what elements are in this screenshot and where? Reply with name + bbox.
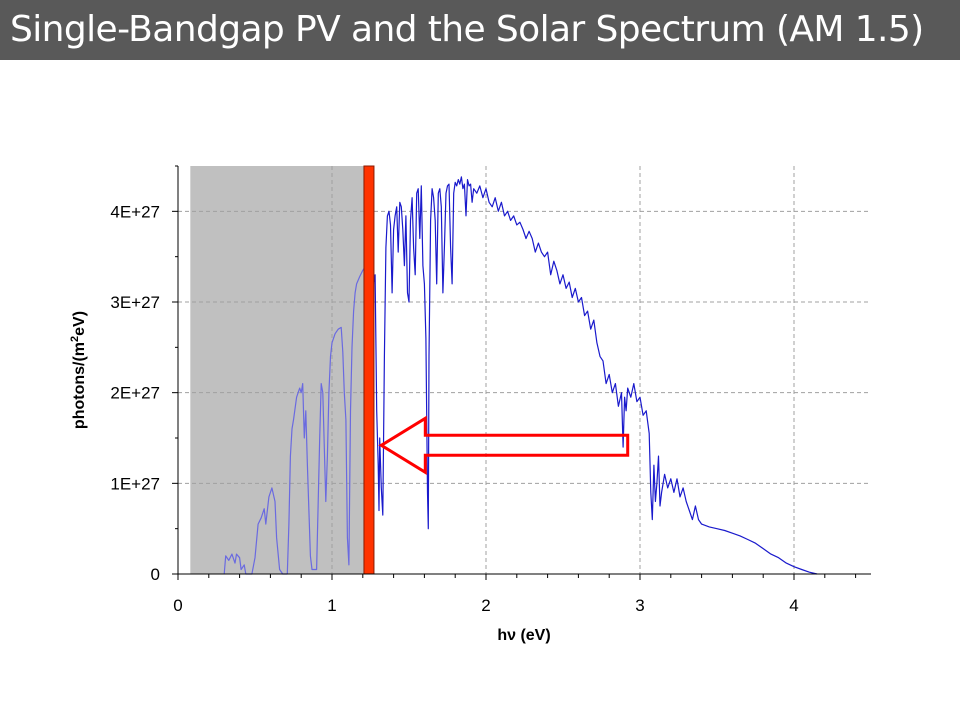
- spectrum-series-line: [223, 263, 370, 575]
- absorbed-region-shade: [190, 166, 369, 574]
- y-tick-label: 2E+27: [110, 384, 160, 403]
- x-tick-label: 2: [481, 596, 490, 615]
- shift-arrow: [378, 415, 630, 475]
- y-axis-title-sup: 2: [69, 336, 81, 342]
- y-tick-labels: 0 1E+27 2E+27 3E+27 4E+27: [110, 202, 160, 584]
- y-axis-title: photons/(m2eV): [69, 311, 88, 429]
- x-tick-label: 0: [173, 596, 182, 615]
- axes: [172, 165, 871, 580]
- bandgap-marker: [363, 165, 375, 575]
- y-tick-label: 1E+27: [110, 474, 160, 493]
- x-tick-label: 3: [635, 596, 644, 615]
- title-bar: Single-Bandgap PV and the Solar Spectrum…: [0, 0, 960, 60]
- grid-lines: [178, 166, 871, 574]
- y-tick-label: 0: [151, 565, 160, 584]
- x-axis-title: hν (eV): [497, 627, 550, 644]
- x-tick-labels: 0 1 2 3 4: [173, 596, 798, 615]
- y-axis-title-end: eV): [71, 311, 88, 336]
- series-layer: [223, 176, 818, 575]
- x-tick-label: 4: [789, 596, 798, 615]
- y-tick-label: 3E+27: [110, 293, 160, 312]
- y-axis-title-main: photons/(m: [71, 342, 88, 429]
- slide-title: Single-Bandgap PV and the Solar Spectrum…: [10, 9, 924, 50]
- y-tick-label: 4E+27: [110, 202, 160, 221]
- x-tick-label: 1: [327, 596, 336, 615]
- spectrum-series-line: [368, 176, 818, 575]
